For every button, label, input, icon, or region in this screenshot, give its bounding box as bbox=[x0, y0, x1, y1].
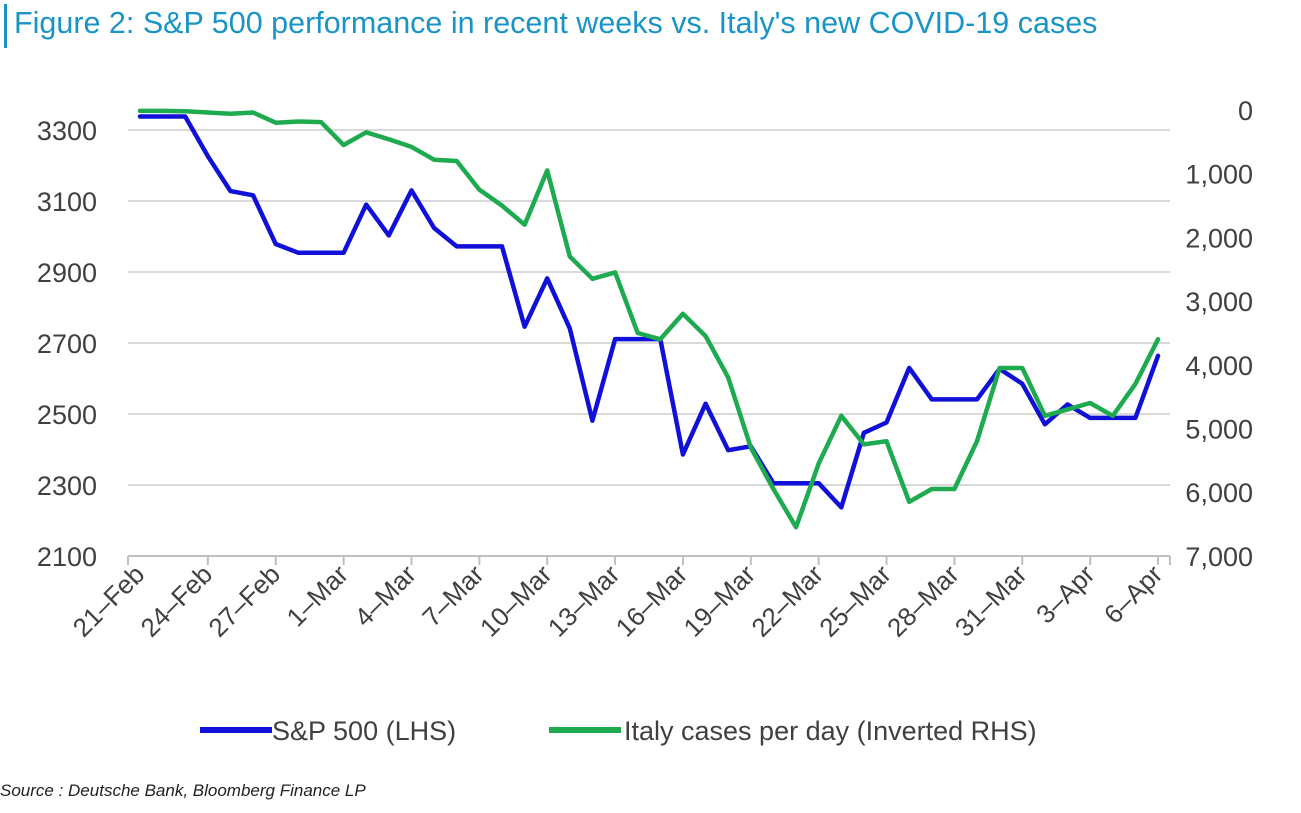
y-right-tick-label: 7,000 bbox=[1185, 542, 1253, 572]
source-note: Source : Deutsche Bank, Bloomberg Financ… bbox=[0, 781, 366, 800]
y-right-tick-label: 2,000 bbox=[1185, 223, 1253, 253]
title-accent-rule bbox=[4, 4, 7, 48]
italy-cases-line bbox=[137, 108, 1161, 530]
y-right-tick-label: 6,000 bbox=[1185, 478, 1253, 508]
legend-label-italy: Italy cases per day (Inverted RHS) bbox=[624, 716, 1037, 746]
y-left-tick-label: 3300 bbox=[37, 116, 97, 146]
x-axis-labels: 21–Feb24–Feb27–Feb1–Mar4–Mar7–Mar10–Mar1… bbox=[67, 559, 1169, 643]
x-tick-label: 31–Mar bbox=[949, 559, 1033, 643]
y-axis-left-labels: 2100 2300 2500 2700 2900 3100 3300 bbox=[37, 116, 97, 572]
y-left-tick-label: 3100 bbox=[37, 187, 97, 217]
y-left-tick-label: 2700 bbox=[37, 329, 97, 359]
y-right-tick-label: 3,000 bbox=[1185, 287, 1253, 317]
y-left-tick-label: 2900 bbox=[37, 258, 97, 288]
y-left-tick-label: 2100 bbox=[37, 542, 97, 572]
gridlines bbox=[128, 129, 1170, 486]
y-left-tick-label: 2300 bbox=[37, 471, 97, 501]
x-tick-label: 13–Mar bbox=[542, 559, 626, 643]
y-axis-right-labels: 0 1,000 2,000 3,000 4,000 5,000 6,000 7,000 bbox=[1185, 96, 1253, 572]
series-lines bbox=[137, 108, 1161, 530]
title-bar: Figure 2: S&P 500 performance in recent … bbox=[0, 0, 1301, 56]
x-tick-label: 6–Apr bbox=[1098, 559, 1169, 630]
x-tick-label: 28–Mar bbox=[881, 559, 965, 643]
y-right-tick-label: 4,000 bbox=[1185, 351, 1253, 381]
y-right-tick-label: 5,000 bbox=[1185, 415, 1253, 445]
y-right-tick-label: 0 bbox=[1238, 96, 1253, 126]
sp500-line bbox=[137, 114, 1161, 510]
y-right-tick-label: 1,000 bbox=[1185, 160, 1253, 190]
x-tick-label: 4–Mar bbox=[348, 559, 422, 633]
legend-label-sp500: S&P 500 (LHS) bbox=[272, 716, 456, 746]
chart-title: Figure 2: S&P 500 performance in recent … bbox=[14, 6, 1098, 40]
legend: S&P 500 (LHS) Italy cases per day (Invert… bbox=[200, 716, 1037, 746]
x-tick-label: 3–Apr bbox=[1030, 559, 1101, 630]
x-tick-label: 16–Mar bbox=[610, 559, 694, 643]
x-tick-label: 19–Mar bbox=[677, 559, 761, 643]
x-tick-label: 25–Mar bbox=[813, 559, 897, 643]
x-tick-label: 27–Feb bbox=[202, 559, 286, 643]
x-tick-label: 1–Mar bbox=[281, 559, 355, 633]
axes bbox=[127, 555, 1171, 565]
y-left-tick-label: 2500 bbox=[37, 400, 97, 430]
x-tick-label: 24–Feb bbox=[135, 559, 219, 643]
x-tick-label: 10–Mar bbox=[474, 559, 558, 643]
x-tick-label: 22–Mar bbox=[745, 559, 829, 643]
